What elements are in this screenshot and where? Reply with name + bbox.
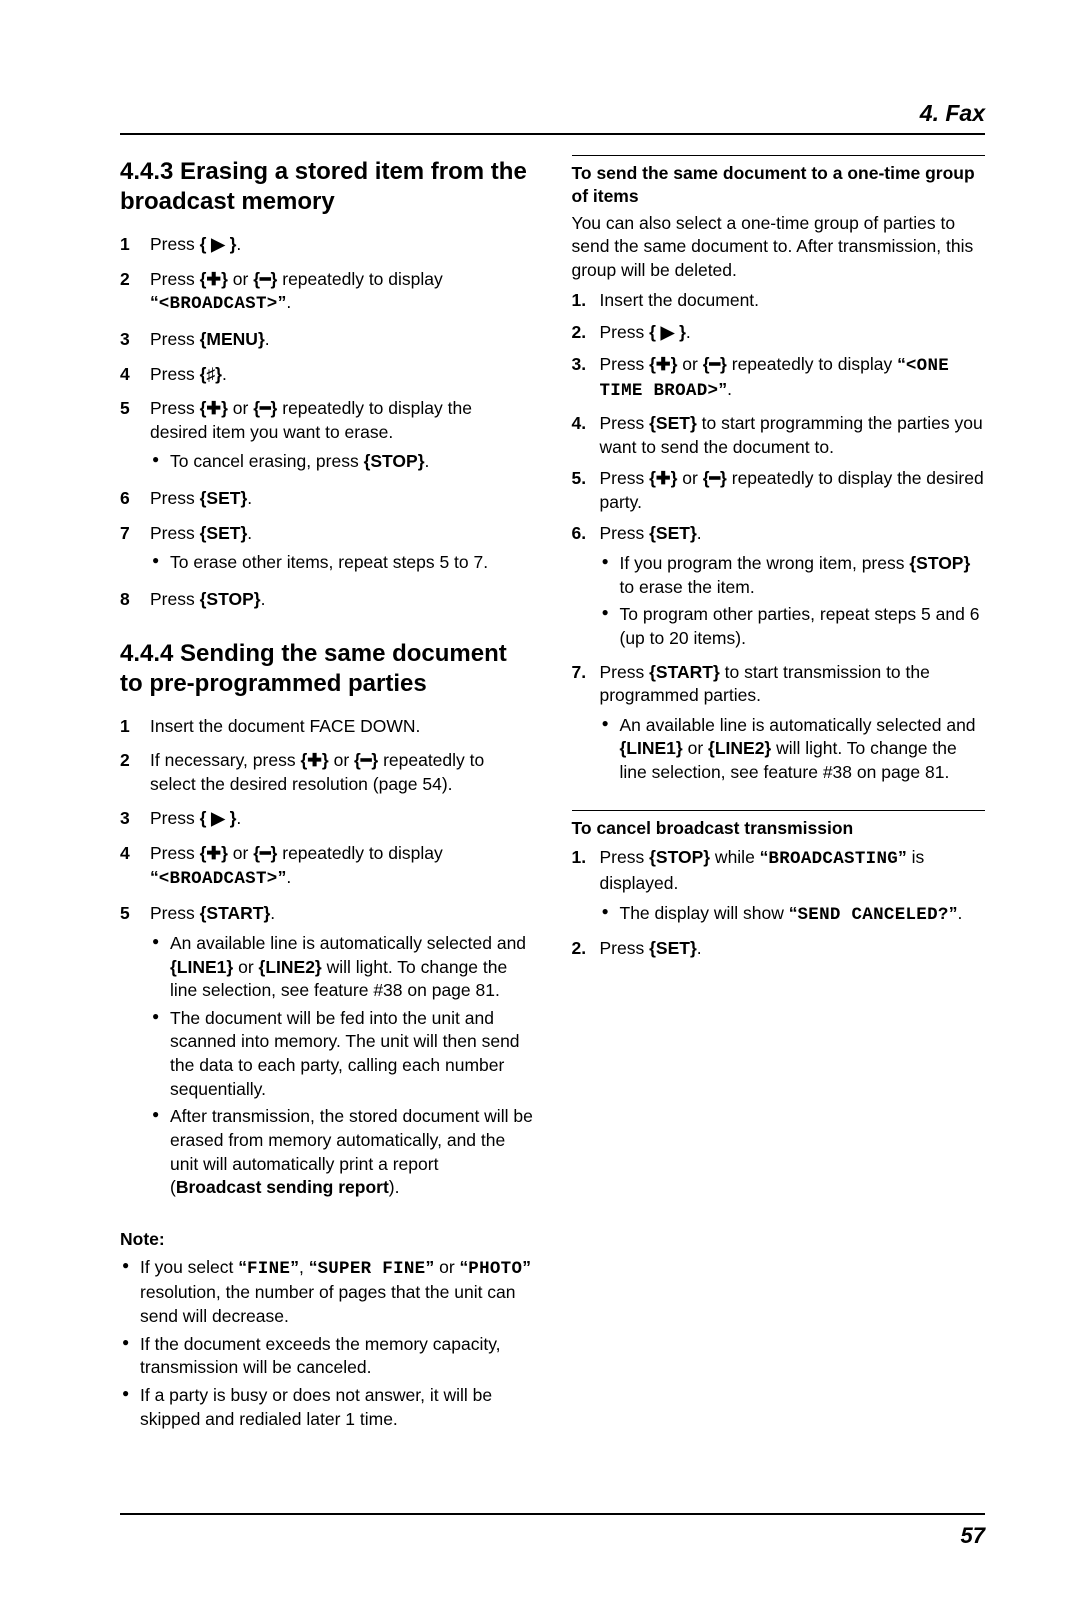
step-item: 4Press {♯}. [120,359,534,394]
step-body: Press {✚} or {━} repeatedly to display “… [150,268,534,317]
step-body: Press {SET} to start programming the par… [600,412,986,459]
step-item: 3Press { ▶ }. [120,803,534,838]
bullet-item: The display will show “SEND CANCELED?”. [600,900,986,930]
section-443-steps: 1Press { ▶ }.2Press {✚} or {━} repeatedl… [120,229,534,619]
section-444-steps: 1Insert the document FACE DOWN.2If neces… [120,711,534,1209]
onetime-intro: You can also select a one-time group of … [572,212,986,283]
step-number: 7 [120,522,150,577]
step-body: Press {SET}.To erase other items, repeat… [150,522,534,577]
step-number: 3. [572,353,600,404]
bullet-item: To cancel erasing, press {STOP}. [150,448,534,476]
step-item: 2Press {✚} or {━} repeatedly to display … [120,264,534,324]
step-item: 1.Insert the document. [572,286,986,318]
cancel-steps: 1.Press {STOP} while “BROADCASTING” is d… [572,843,986,966]
page-number: 57 [120,1513,985,1549]
step-number: 2. [572,937,600,961]
onetime-heading: To send the same document to a one-time … [572,155,986,208]
step-item: 4Press {✚} or {━} repeatedly to display … [120,838,534,898]
step-item: 3Press {MENU}. [120,324,534,359]
step-bullets: An available line is automatically selec… [600,712,986,787]
step-body: Press { ▶ }. [150,233,534,257]
step-body: Press {✚} or {━} repeatedly to display “… [600,353,986,404]
step-body: Insert the document. [600,289,986,313]
note-label: Note: [120,1229,534,1250]
step-body: Press {START} to start transmission to t… [600,661,986,787]
step-item: 4.Press {SET} to start programming the p… [572,409,986,464]
step-body: Press {SET}. [600,937,986,961]
step-body: Press {START}.An available line is autom… [150,902,534,1202]
step-body: Press {MENU}. [150,328,534,352]
step-item: 3.Press {✚} or {━} repeatedly to display… [572,350,986,409]
onetime-steps: 1.Insert the document.2.Press { ▶ }.3.Pr… [572,286,986,791]
step-number: 5. [572,467,600,514]
step-number: 2 [120,749,150,796]
step-item: 2If necessary, press {✚} or {━} repeated… [120,745,534,803]
step-body: Insert the document FACE DOWN. [150,715,534,739]
step-body: Press {✚} or {━} repeatedly to display t… [600,467,986,514]
step-item: 7Press {SET}.To erase other items, repea… [120,518,534,584]
step-item: 8Press {STOP}. [120,584,534,619]
step-body: Press { ▶ }. [150,807,534,831]
step-number: 5 [120,902,150,1202]
cancel-heading: To cancel broadcast transmission [572,810,986,840]
step-number: 3 [120,328,150,352]
step-number: 3 [120,807,150,831]
step-item: 6.Press {SET}.If you program the wrong i… [572,519,986,657]
bullet-item: An available line is automatically selec… [150,930,534,1005]
step-item: 1Press { ▶ }. [120,229,534,264]
step-number: 2. [572,321,600,345]
step-body: Press { ▶ }. [600,321,986,345]
section-444-title: 4.4.4 Sending the same document to pre-p… [120,639,534,699]
section-444-notes: If you select “FINE”, “SUPER FINE” or “P… [120,1254,534,1433]
step-item: 5Press {✚} or {━} repeatedly to display … [120,393,534,483]
note-item: If the document exceeds the memory capac… [120,1331,534,1382]
step-number: 4 [120,363,150,387]
step-bullets: An available line is automatically selec… [150,930,534,1202]
step-number: 1. [572,289,600,313]
step-item: 2.Press {SET}. [572,934,986,966]
step-body: Press {SET}.If you program the wrong ite… [600,522,986,652]
step-number: 1 [120,715,150,739]
step-body: Press {STOP}. [150,588,534,612]
step-body: If necessary, press {✚} or {━} repeatedl… [150,749,534,796]
step-body: Press {SET}. [150,487,534,511]
step-bullets: The display will show “SEND CANCELED?”. [600,900,986,930]
bullet-item: To erase other items, repeat steps 5 to … [150,549,534,577]
step-number: 1 [120,233,150,257]
step-bullets: To cancel erasing, press {STOP}. [150,448,534,476]
step-body: Press {✚} or {━} repeatedly to display t… [150,397,534,476]
page-header: 4. Fax [120,100,985,135]
step-body: Press {STOP} while “BROADCASTING” is dis… [600,846,986,929]
note-item: If you select “FINE”, “SUPER FINE” or “P… [120,1254,534,1331]
step-number: 2 [120,268,150,317]
step-body: Press {✚} or {━} repeatedly to display “… [150,842,534,891]
step-number: 6. [572,522,600,652]
step-item: 5Press {START}.An available line is auto… [120,898,534,1209]
step-number: 6 [120,487,150,511]
step-number: 1. [572,846,600,929]
step-item: 1.Press {STOP} while “BROADCASTING” is d… [572,843,986,934]
bullet-item: The document will be fed into the unit a… [150,1005,534,1104]
step-item: 5.Press {✚} or {━} repeatedly to display… [572,464,986,519]
step-body: Press {♯}. [150,363,534,387]
bullet-item: To program other parties, repeat steps 5… [600,601,986,652]
step-number: 8 [120,588,150,612]
bullet-item: After transmission, the stored document … [150,1103,534,1202]
step-number: 5 [120,397,150,476]
section-443-title: 4.4.3 Erasing a stored item from the bro… [120,157,534,217]
left-column: 4.4.3 Erasing a stored item from the bro… [120,155,534,1433]
step-number: 4 [120,842,150,891]
step-bullets: To erase other items, repeat steps 5 to … [150,549,534,577]
step-item: 1Insert the document FACE DOWN. [120,711,534,746]
right-column: To send the same document to a one-time … [572,155,986,1433]
bullet-item: An available line is automatically selec… [600,712,986,787]
step-bullets: If you program the wrong item, press {ST… [600,550,986,653]
step-item: 6Press {SET}. [120,483,534,518]
bullet-item: If you program the wrong item, press {ST… [600,550,986,601]
step-number: 7. [572,661,600,787]
step-item: 2.Press { ▶ }. [572,318,986,350]
step-number: 4. [572,412,600,459]
step-item: 7.Press {START} to start transmission to… [572,658,986,792]
note-item: If a party is busy or does not answer, i… [120,1382,534,1433]
